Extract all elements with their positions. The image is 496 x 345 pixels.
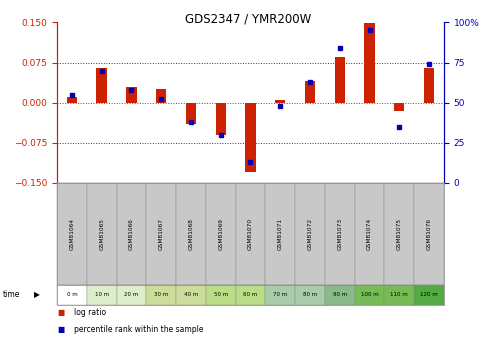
Text: 110 m: 110 m — [390, 293, 408, 297]
Text: 30 m: 30 m — [154, 293, 168, 297]
Bar — [186, 103, 196, 124]
Text: GSM81067: GSM81067 — [159, 218, 164, 250]
Text: percentile rank within the sample: percentile rank within the sample — [74, 325, 204, 334]
Bar — [126, 87, 136, 103]
Text: ▶: ▶ — [34, 290, 40, 299]
Bar — [245, 103, 256, 172]
Text: GSM81066: GSM81066 — [129, 218, 134, 250]
Text: GSM81072: GSM81072 — [308, 218, 312, 250]
Text: 0 m: 0 m — [66, 293, 77, 297]
Text: time: time — [2, 290, 20, 299]
Text: GSM81064: GSM81064 — [69, 218, 74, 250]
Text: GSM81074: GSM81074 — [367, 218, 372, 250]
Text: 20 m: 20 m — [124, 293, 138, 297]
Text: 40 m: 40 m — [184, 293, 198, 297]
Text: 120 m: 120 m — [420, 293, 438, 297]
Bar — [96, 68, 107, 103]
Text: ■: ■ — [57, 308, 64, 317]
Text: GSM81071: GSM81071 — [278, 218, 283, 250]
Text: GSM81069: GSM81069 — [218, 218, 223, 250]
Bar — [334, 57, 345, 103]
Bar — [156, 89, 166, 103]
Text: log ratio: log ratio — [74, 308, 107, 317]
Text: GDS2347 / YMR200W: GDS2347 / YMR200W — [185, 12, 311, 25]
Text: GSM81075: GSM81075 — [397, 218, 402, 250]
Bar — [66, 97, 77, 103]
Text: GSM81076: GSM81076 — [427, 218, 432, 250]
Text: GSM81070: GSM81070 — [248, 218, 253, 250]
Text: GSM81073: GSM81073 — [337, 218, 342, 250]
Bar — [424, 68, 434, 103]
Text: 50 m: 50 m — [214, 293, 228, 297]
Text: 10 m: 10 m — [95, 293, 109, 297]
Text: 60 m: 60 m — [244, 293, 257, 297]
Bar — [364, 23, 375, 103]
Text: GSM81065: GSM81065 — [99, 218, 104, 250]
Text: ■: ■ — [57, 325, 64, 334]
Text: 100 m: 100 m — [361, 293, 378, 297]
Text: 80 m: 80 m — [303, 293, 317, 297]
Text: 90 m: 90 m — [333, 293, 347, 297]
Text: GSM81068: GSM81068 — [188, 218, 193, 250]
Bar — [394, 103, 405, 111]
Bar — [305, 81, 315, 103]
Text: 70 m: 70 m — [273, 293, 287, 297]
Bar — [275, 100, 286, 103]
Bar — [215, 103, 226, 135]
